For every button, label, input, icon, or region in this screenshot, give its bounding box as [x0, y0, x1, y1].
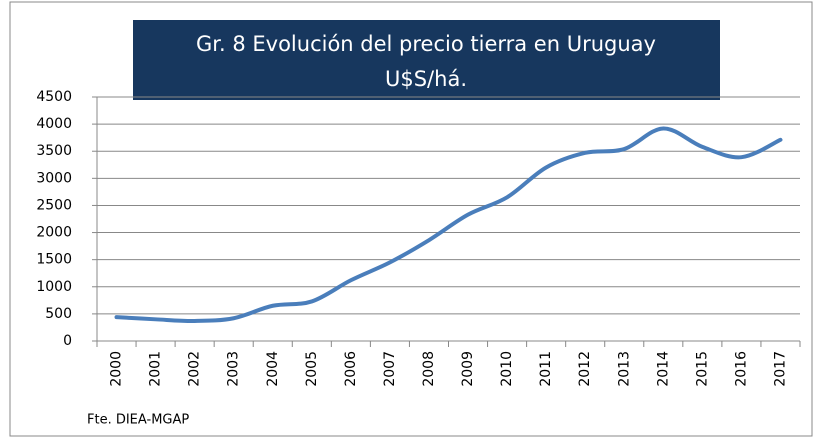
y-tick-label: 4500 [36, 89, 72, 105]
y-tick-label: 1500 [36, 252, 72, 268]
source-note: Fte. DIEA-MGAP [87, 413, 189, 428]
x-tick-label: 2003 [226, 351, 242, 387]
y-tick-label: 4000 [36, 116, 72, 132]
y-tick-label: 3500 [36, 143, 72, 159]
y-tick-label: 2500 [36, 197, 72, 213]
x-tick-label: 2007 [382, 351, 398, 387]
x-tick-label: 2002 [187, 351, 203, 387]
x-tick-label: 2000 [109, 351, 125, 387]
data-line [114, 126, 783, 323]
chart-subtitle: U$S/há. [385, 67, 467, 91]
x-tick-label: 2009 [460, 351, 476, 387]
y-tick-label: 3000 [36, 170, 72, 186]
x-tick-label: 2004 [265, 351, 281, 387]
x-tick-label: 2012 [577, 351, 593, 387]
title-box [133, 20, 720, 100]
x-tick-label: 2015 [694, 351, 710, 387]
y-tick-label: 500 [45, 306, 72, 322]
x-tick-label: 2008 [421, 351, 437, 387]
x-tick-label: 2010 [499, 351, 515, 387]
x-tick-label: 2001 [148, 351, 164, 387]
x-tick-label: 2006 [343, 351, 359, 387]
y-tick-label: 0 [63, 333, 72, 349]
x-tick-label: 2013 [616, 351, 632, 387]
x-tick-label: 2014 [655, 351, 671, 387]
x-tick-label: 2011 [538, 351, 554, 387]
y-tick-label: 2000 [36, 225, 72, 241]
x-tick-label: 2005 [304, 351, 320, 387]
y-tick-label: 1000 [36, 279, 72, 295]
x-tick-label: 2017 [772, 351, 788, 387]
chart-title: Gr. 8 Evolución del precio tierra en Uru… [196, 32, 656, 56]
x-tick-label: 2016 [733, 351, 749, 387]
